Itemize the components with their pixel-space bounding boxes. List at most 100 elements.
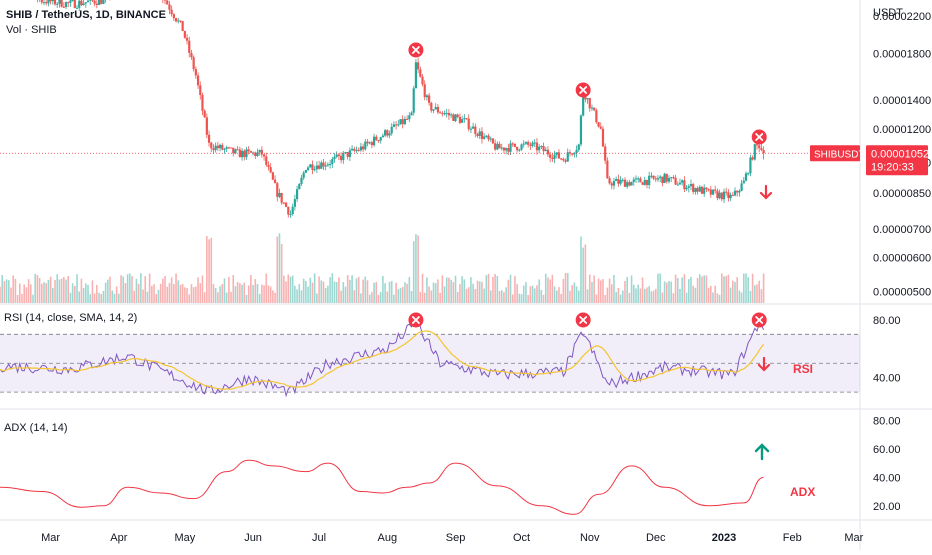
volume-bar bbox=[599, 280, 602, 303]
candle-body bbox=[251, 152, 255, 154]
price-scale-tick[interactable]: 0.00001800 bbox=[873, 48, 931, 60]
volume-bar bbox=[580, 236, 582, 303]
volume-bar bbox=[621, 290, 624, 303]
price-scale-currency[interactable]: USDT bbox=[873, 7, 903, 19]
volume-bar bbox=[305, 280, 307, 303]
time-axis-label[interactable]: Oct bbox=[513, 532, 530, 544]
candle-body bbox=[60, 0, 63, 7]
candle-body bbox=[269, 167, 272, 173]
time-axis-label[interactable]: Jul bbox=[312, 532, 326, 544]
candle-body bbox=[672, 177, 675, 179]
last-price-value: 0.00001052 bbox=[871, 148, 929, 160]
volume-bar bbox=[562, 278, 565, 303]
volume-bar bbox=[373, 282, 375, 303]
time-axis-label[interactable]: Apr bbox=[110, 532, 127, 544]
symbol-title[interactable]: SHIB / TetherUS, 1D, BINANCE bbox=[6, 9, 166, 21]
volume-bar bbox=[236, 281, 239, 303]
price-scale-tick[interactable]: 0.00000500 bbox=[873, 287, 931, 299]
volume-bar bbox=[571, 285, 573, 303]
time-axis-label[interactable]: Nov bbox=[580, 532, 600, 544]
price-scale-tick[interactable]: 0.00001400 bbox=[873, 95, 931, 107]
time-axis-label[interactable]: Mar bbox=[844, 532, 863, 544]
candle-body bbox=[753, 144, 756, 160]
rsi-title[interactable]: RSI (14, close, SMA, 14, 2) bbox=[4, 312, 138, 324]
volume-bar bbox=[514, 276, 516, 303]
price-scale-tick[interactable]: 0.00000700 bbox=[873, 224, 931, 236]
candle-body bbox=[579, 115, 583, 145]
volume-bar bbox=[476, 280, 479, 303]
volume-bar bbox=[560, 293, 562, 303]
volume-bar bbox=[639, 288, 642, 303]
volume-bar bbox=[624, 281, 626, 303]
volume-bar bbox=[608, 278, 611, 303]
volume-bar bbox=[441, 275, 444, 303]
volume-legend[interactable]: Vol · SHIB bbox=[6, 24, 57, 36]
volume-bar bbox=[555, 290, 558, 303]
volume-bar bbox=[318, 276, 320, 303]
volume-bar bbox=[256, 284, 259, 303]
volume-bar bbox=[153, 284, 155, 303]
volume-bar bbox=[591, 282, 593, 303]
volume-bar bbox=[421, 273, 424, 303]
candle-body bbox=[247, 149, 250, 152]
candle-body bbox=[203, 110, 206, 118]
price-scale-tick[interactable]: 0.00002200 bbox=[873, 11, 931, 23]
candle-body bbox=[555, 152, 558, 155]
volume-bar bbox=[327, 285, 329, 303]
volume-bars bbox=[0, 233, 765, 303]
volume-bar bbox=[434, 283, 437, 303]
candle-body bbox=[652, 175, 655, 179]
volume-bar bbox=[452, 282, 455, 303]
time-axis-label[interactable]: Feb bbox=[783, 532, 802, 544]
candle-body bbox=[401, 119, 404, 125]
time-axis-label[interactable]: Dec bbox=[646, 532, 666, 544]
candle-body bbox=[667, 178, 671, 182]
volume-bar bbox=[456, 291, 459, 303]
candle-body bbox=[588, 98, 591, 109]
volume-bar bbox=[126, 274, 129, 303]
price-scale-tick[interactable]: 0.00000600 bbox=[873, 253, 931, 265]
candle-body bbox=[551, 157, 554, 159]
time-axis-label[interactable]: Aug bbox=[378, 532, 398, 544]
rsi-scale-tick: 80.00 bbox=[873, 315, 901, 327]
volume-bar bbox=[60, 278, 63, 303]
volume-bar bbox=[657, 273, 659, 303]
candle-body bbox=[520, 144, 523, 150]
candle-body bbox=[166, 0, 169, 5]
volume-bar bbox=[423, 292, 426, 303]
volume-bar bbox=[98, 292, 100, 303]
candle-body bbox=[223, 148, 226, 150]
price-scale-tick[interactable]: 0.00000850 bbox=[873, 188, 931, 200]
candle-body bbox=[454, 114, 457, 121]
candle-body bbox=[502, 147, 506, 151]
candle-body bbox=[469, 128, 473, 130]
volume-bar bbox=[659, 273, 661, 303]
volume-bar bbox=[313, 273, 316, 303]
volume-bar bbox=[756, 284, 758, 303]
volume-bar bbox=[652, 290, 655, 303]
candle-body bbox=[75, 7, 79, 9]
candle-body bbox=[608, 178, 611, 184]
time-axis-label[interactable]: Mar bbox=[41, 532, 60, 544]
candle-body bbox=[355, 149, 358, 151]
volume-bar bbox=[525, 282, 527, 303]
volume-bar bbox=[366, 280, 369, 303]
candle-body bbox=[271, 172, 274, 180]
time-axis-label[interactable]: 2023 bbox=[712, 532, 736, 544]
price-scale-tick[interactable]: 0.00001200 bbox=[873, 124, 931, 136]
candle-body bbox=[762, 149, 765, 154]
candle-body bbox=[335, 154, 338, 157]
candle-body bbox=[685, 187, 688, 190]
volume-bar bbox=[723, 276, 725, 303]
volume-bar bbox=[606, 287, 609, 303]
time-axis-label[interactable]: Sep bbox=[446, 532, 466, 544]
volume-bar bbox=[364, 276, 367, 303]
volume-bar bbox=[646, 287, 648, 303]
volume-bar bbox=[212, 283, 215, 303]
time-axis-label[interactable]: May bbox=[174, 532, 195, 544]
adx-title[interactable]: ADX (14, 14) bbox=[4, 422, 68, 434]
time-axis-label[interactable]: Jun bbox=[244, 532, 262, 544]
volume-bar bbox=[338, 277, 340, 303]
